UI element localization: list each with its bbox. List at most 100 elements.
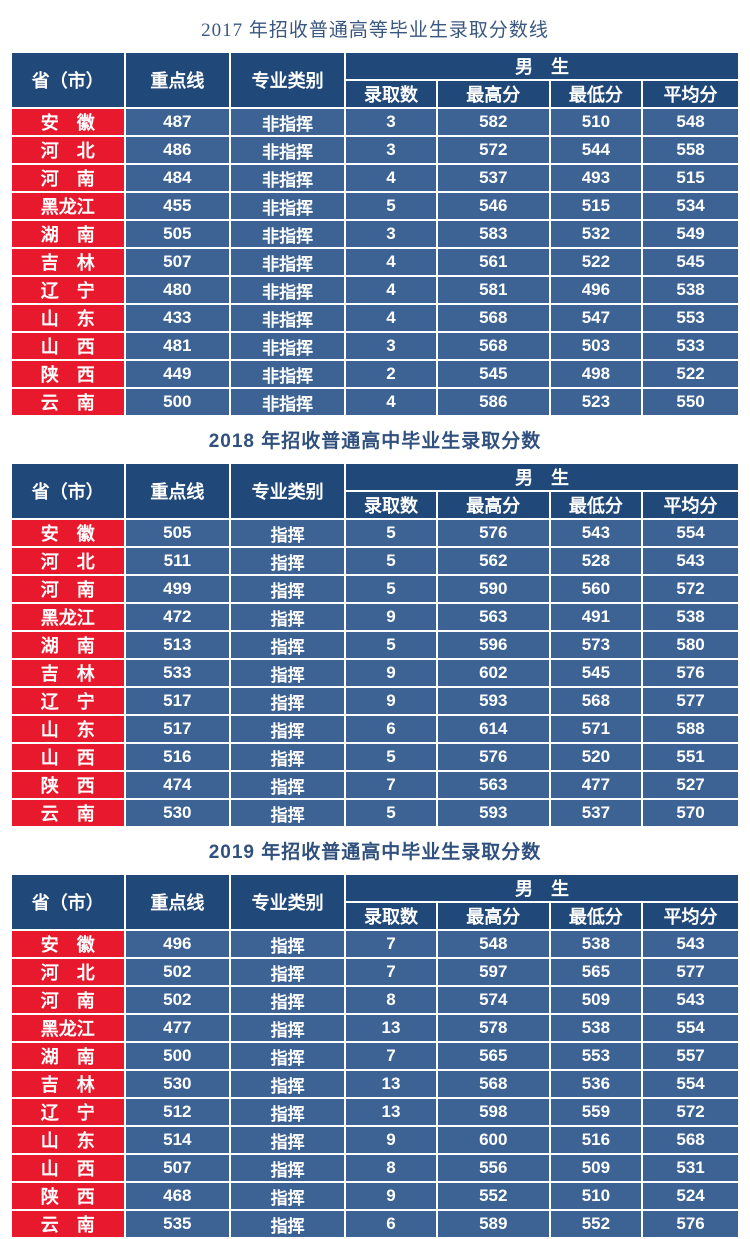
table-row: 黑龙江 472 指挥 9 563 491 538 bbox=[10, 602, 740, 632]
keyline-cell: 474 bbox=[123, 770, 232, 800]
category-cell: 指挥 bbox=[229, 1069, 347, 1099]
max-score-cell: 568 bbox=[435, 1069, 551, 1099]
avg-score-cell: 531 bbox=[641, 1153, 740, 1183]
col-header-count: 录取数 bbox=[344, 490, 438, 520]
max-score-cell: 545 bbox=[435, 359, 551, 389]
count-cell: 13 bbox=[344, 1013, 438, 1043]
table-header: 省（市） 重点线 专业类别 男 生 录取数 最高分 最低分 平均分 bbox=[10, 51, 740, 109]
count-cell: 8 bbox=[344, 1153, 438, 1183]
table-row: 安 徽 505 指挥 5 576 543 554 bbox=[10, 518, 740, 548]
col-header-keyline: 重点线 bbox=[123, 51, 232, 109]
table-title-2019: 2019 年招收普通高中毕业生录取分数 bbox=[208, 842, 542, 863]
col-header-keyline: 重点线 bbox=[123, 462, 232, 520]
col-header-count: 录取数 bbox=[344, 901, 438, 931]
table-row: 湖 南 500 指挥 7 565 553 557 bbox=[10, 1041, 740, 1071]
keyline-cell: 512 bbox=[123, 1097, 232, 1127]
count-cell: 7 bbox=[344, 770, 438, 800]
count-cell: 3 bbox=[344, 107, 438, 137]
count-cell: 9 bbox=[344, 1125, 438, 1155]
avg-score-cell: 554 bbox=[641, 1069, 740, 1099]
count-cell: 5 bbox=[344, 546, 438, 576]
avg-score-cell: 572 bbox=[641, 574, 740, 604]
min-score-cell: 559 bbox=[548, 1097, 644, 1127]
category-cell: 指挥 bbox=[229, 714, 347, 744]
avg-score-cell: 576 bbox=[641, 1209, 740, 1239]
table-row: 黑龙江 477 指挥 13 578 538 554 bbox=[10, 1013, 740, 1043]
table-row: 陕 西 449 非指挥 2 545 498 522 bbox=[10, 359, 740, 389]
avg-score-cell: 558 bbox=[641, 135, 740, 165]
max-score-cell: 574 bbox=[435, 985, 551, 1015]
avg-score-cell: 522 bbox=[641, 359, 740, 389]
min-score-cell: 498 bbox=[548, 359, 644, 389]
max-score-cell: 562 bbox=[435, 546, 551, 576]
category-cell: 非指挥 bbox=[229, 275, 347, 305]
keyline-cell: 486 bbox=[123, 135, 232, 165]
table-row: 湖 南 505 非指挥 3 583 532 549 bbox=[10, 219, 740, 249]
table-row: 河 南 484 非指挥 4 537 493 515 bbox=[10, 163, 740, 193]
category-cell: 非指挥 bbox=[229, 163, 347, 193]
header-row-sub: 录取数 最高分 最低分 平均分 bbox=[11, 490, 740, 520]
table-row: 陕 西 474 指挥 7 563 477 527 bbox=[10, 770, 740, 800]
avg-score-cell: 527 bbox=[641, 770, 740, 800]
table-row: 湖 南 513 指挥 5 596 573 580 bbox=[10, 630, 740, 660]
col-header-province: 省（市） bbox=[10, 873, 126, 931]
province-cell: 山 东 bbox=[10, 714, 126, 744]
category-cell: 指挥 bbox=[229, 630, 347, 660]
scores-table-2017: 省（市） 重点线 专业类别 男 生 录取数 最高分 最低分 平均分 安 徽 487… bbox=[10, 51, 740, 417]
scores-table-2019: 省（市） 重点线 专业类别 男 生 录取数 最高分 最低分 平均分 安 徽 496… bbox=[10, 873, 740, 1239]
col-header-male-group: 男 生 bbox=[344, 873, 740, 903]
province-cell: 辽 宁 bbox=[10, 275, 126, 305]
count-cell: 13 bbox=[344, 1097, 438, 1127]
count-cell: 7 bbox=[344, 1041, 438, 1071]
min-score-cell: 553 bbox=[548, 1041, 644, 1071]
count-cell: 2 bbox=[344, 359, 438, 389]
col-header-count: 录取数 bbox=[344, 79, 438, 109]
province-cell: 湖 南 bbox=[10, 1041, 126, 1071]
keyline-cell: 449 bbox=[123, 359, 232, 389]
max-score-cell: 563 bbox=[435, 602, 551, 632]
province-cell: 黑龙江 bbox=[10, 1013, 126, 1043]
category-cell: 非指挥 bbox=[229, 303, 347, 333]
max-score-cell: 561 bbox=[435, 247, 551, 277]
keyline-cell: 480 bbox=[123, 275, 232, 305]
keyline-cell: 505 bbox=[123, 518, 232, 548]
min-score-cell: 520 bbox=[548, 742, 644, 772]
keyline-cell: 516 bbox=[123, 742, 232, 772]
table-row: 辽 宁 517 指挥 9 593 568 577 bbox=[10, 686, 740, 716]
col-header-min: 最低分 bbox=[548, 901, 644, 931]
avg-score-cell: 570 bbox=[641, 798, 740, 828]
keyline-cell: 500 bbox=[123, 1041, 232, 1071]
category-cell: 非指挥 bbox=[229, 359, 347, 389]
min-score-cell: 510 bbox=[548, 107, 644, 137]
col-header-max: 最高分 bbox=[435, 79, 551, 109]
col-header-max: 最高分 bbox=[435, 901, 551, 931]
max-score-cell: 576 bbox=[435, 518, 551, 548]
avg-score-cell: 550 bbox=[641, 387, 740, 417]
count-cell: 8 bbox=[344, 985, 438, 1015]
province-cell: 安 徽 bbox=[10, 929, 126, 959]
count-cell: 4 bbox=[344, 387, 438, 417]
avg-score-cell: 534 bbox=[641, 191, 740, 221]
max-score-cell: 546 bbox=[435, 191, 551, 221]
avg-score-cell: 577 bbox=[641, 957, 740, 987]
province-cell: 吉 林 bbox=[10, 658, 126, 688]
min-score-cell: 503 bbox=[548, 331, 644, 361]
keyline-cell: 455 bbox=[123, 191, 232, 221]
max-score-cell: 581 bbox=[435, 275, 551, 305]
avg-score-cell: 557 bbox=[641, 1041, 740, 1071]
table-row: 云 南 530 指挥 5 593 537 570 bbox=[10, 798, 740, 828]
table-title-2017: 2017 年招收普通高等毕业生录取分数线 bbox=[201, 20, 549, 41]
table-row: 辽 宁 512 指挥 13 598 559 572 bbox=[10, 1097, 740, 1127]
province-cell: 黑龙江 bbox=[10, 191, 126, 221]
min-score-cell: 515 bbox=[548, 191, 644, 221]
min-score-cell: 543 bbox=[548, 518, 644, 548]
min-score-cell: 516 bbox=[548, 1125, 644, 1155]
avg-score-cell: 548 bbox=[641, 107, 740, 137]
table-row: 河 北 486 非指挥 3 572 544 558 bbox=[10, 135, 740, 165]
min-score-cell: 571 bbox=[548, 714, 644, 744]
count-cell: 7 bbox=[344, 957, 438, 987]
province-cell: 安 徽 bbox=[10, 518, 126, 548]
min-score-cell: 523 bbox=[548, 387, 644, 417]
table-row: 安 徽 496 指挥 7 548 538 543 bbox=[10, 929, 740, 959]
